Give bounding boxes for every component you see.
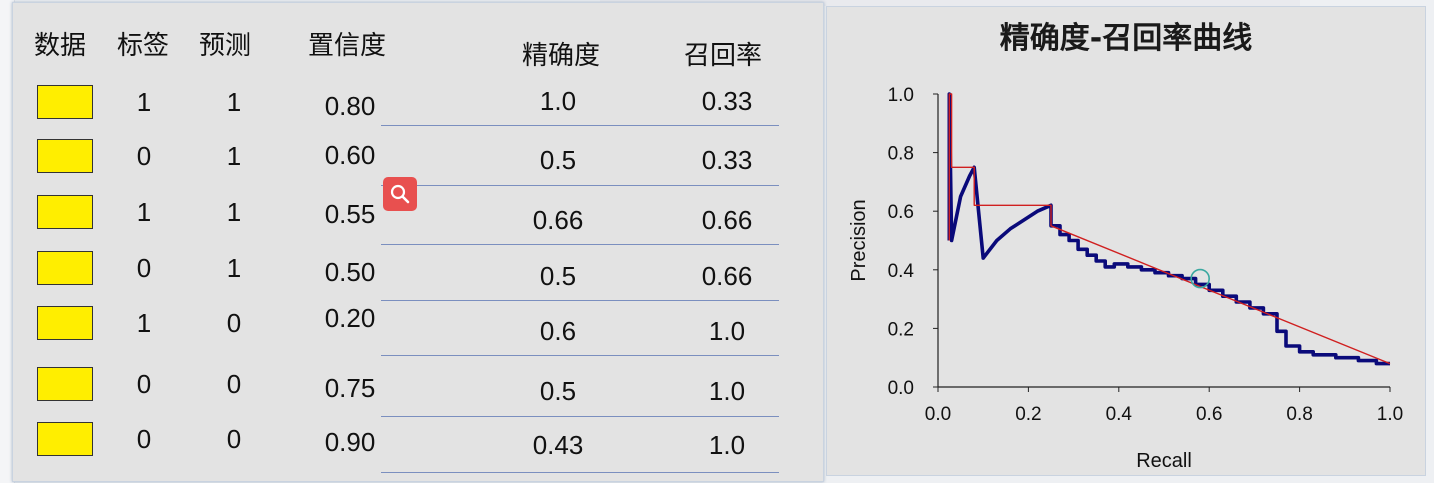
- x-tick-label: 1.0: [1377, 404, 1403, 425]
- data-swatch: [37, 139, 93, 173]
- data-swatch: [37, 422, 93, 456]
- column-header: 召回率: [683, 41, 763, 71]
- cell-conf: 0.20: [324, 303, 376, 333]
- data-swatch: [37, 195, 93, 229]
- row-divider: [381, 125, 779, 126]
- y-tick-label: 1.0: [888, 85, 914, 106]
- row-divider: [381, 300, 779, 301]
- column-header: 预测: [198, 31, 252, 61]
- y-axis-label: Precision: [848, 199, 870, 281]
- cell-label: 1: [136, 87, 152, 117]
- column-header: 标签: [116, 31, 170, 61]
- x-tick-label: 0.0: [925, 404, 951, 425]
- cell-precision: 0.6: [539, 316, 577, 346]
- x-tick-label: 0.6: [1196, 404, 1222, 425]
- column-header: 置信度: [307, 31, 387, 61]
- y-tick-label: 0.2: [888, 319, 914, 340]
- cell-conf: 0.55: [324, 199, 376, 229]
- data-swatch: [37, 306, 93, 340]
- cell-recall: 1.0: [708, 376, 746, 406]
- zoom-button[interactable]: [383, 177, 417, 211]
- y-tick-label: 0.8: [888, 144, 914, 165]
- cell-precision: 1.0: [539, 86, 577, 116]
- cell-conf: 0.60: [324, 140, 376, 170]
- column-header: 数据: [33, 31, 87, 61]
- cell-conf: 0.50: [324, 257, 376, 287]
- cell-pred: 1: [226, 197, 242, 227]
- x-axis-label: Recall: [1136, 450, 1192, 472]
- cell-label: 0: [136, 141, 152, 171]
- cell-label: 0: [136, 253, 152, 283]
- highlight-marker: [1190, 268, 1210, 289]
- pr-table-panel: 数据 标签 预测 置信度 精确度 召回率 1 1 0.80 1.0 0.33 0 1 0.60 0.5 0.3…: [12, 2, 824, 482]
- cell-conf: 0.75: [324, 373, 376, 403]
- cell-pred: 1: [226, 141, 242, 171]
- row-divider: [381, 416, 779, 417]
- cell-recall: 1.0: [708, 316, 746, 346]
- cell-precision: 0.66: [532, 205, 584, 235]
- cell-pred: 0: [226, 308, 242, 338]
- cell-label: 1: [136, 197, 152, 227]
- data-swatch: [37, 367, 93, 401]
- y-tick-label: 0.4: [888, 261, 915, 282]
- row-divider: [381, 185, 779, 186]
- data-swatch: [37, 251, 93, 285]
- cell-recall: 0.66: [701, 205, 753, 235]
- chart-title: 精确度-召回率曲线: [999, 21, 1253, 56]
- cell-recall: 1.0: [708, 430, 746, 460]
- cell-pred: 0: [226, 424, 242, 454]
- pr-curve-chart: 0.0 0.2 0.4 0.6 0.8 1.0 0.0 0.2 0.4 0.6 0.8 1.0 Reca…: [848, 85, 1403, 472]
- y-tick-label: 0.6: [888, 202, 914, 223]
- x-tick-label: 0.4: [1106, 404, 1133, 425]
- cell-pred: 0: [226, 369, 242, 399]
- cell-conf: 0.80: [324, 91, 376, 121]
- cell-label: 0: [136, 424, 152, 454]
- x-tick-label: 0.8: [1286, 404, 1312, 425]
- cell-precision: 0.5: [539, 261, 577, 291]
- cell-precision: 0.43: [532, 430, 584, 460]
- row-divider: [381, 244, 779, 245]
- cell-recall: 0.33: [701, 145, 753, 175]
- y-tick-label: 0.0: [888, 378, 914, 399]
- search-icon: [390, 184, 410, 204]
- data-swatch: [37, 85, 93, 119]
- cell-pred: 1: [226, 87, 242, 117]
- cell-recall: 0.66: [701, 261, 753, 291]
- cell-pred: 1: [226, 253, 242, 283]
- cell-precision: 0.5: [539, 145, 577, 175]
- column-header: 精确度: [521, 41, 601, 71]
- cell-label: 0: [136, 369, 152, 399]
- interpolated-precision-line: [948, 93, 1391, 365]
- row-divider: [381, 355, 779, 356]
- cell-recall: 0.33: [701, 86, 753, 116]
- pr-curve-line: [947, 92, 1390, 366]
- pr-chart-panel: 精确度-召回率曲线 0.0 0.2 0.4 0.6 0.8 1.0 0.0 0.2 0.4 0.6…: [826, 6, 1426, 476]
- cell-label: 1: [136, 308, 152, 338]
- x-tick-label: 0.2: [1015, 404, 1041, 425]
- row-divider: [381, 472, 779, 473]
- background-top-strip: [600, 0, 1300, 6]
- cell-conf: 0.90: [324, 427, 376, 457]
- cell-precision: 0.5: [539, 376, 577, 406]
